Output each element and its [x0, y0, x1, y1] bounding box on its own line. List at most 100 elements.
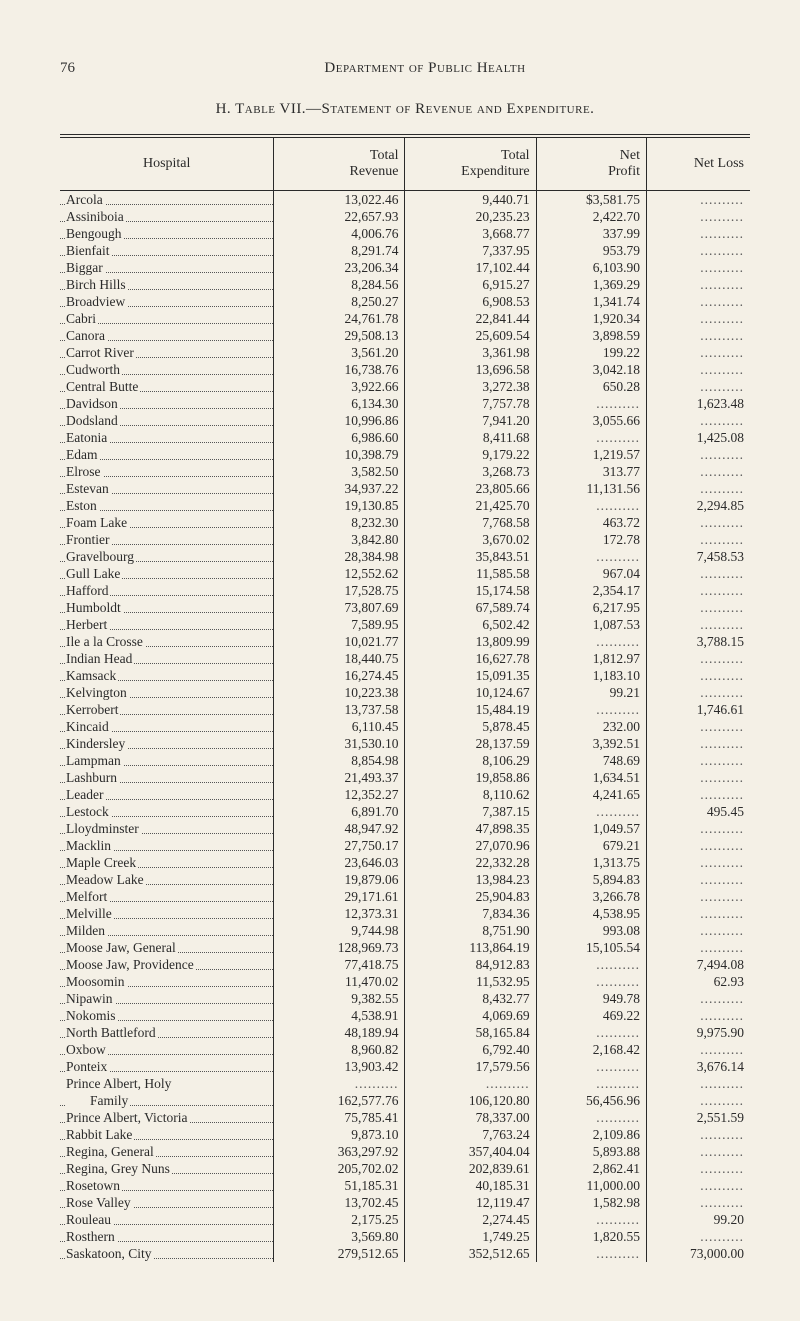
cell-expenditure: 27,070.96	[405, 837, 536, 854]
cell-profit: 4,538.95	[536, 905, 646, 922]
table-row: Kamsack16,274.4515,091.351,183.10.......…	[60, 667, 750, 684]
cell-hospital: Maple Creek	[60, 854, 274, 871]
cell-loss: 9,975.90	[646, 1024, 750, 1041]
cell-loss: ..........	[646, 990, 750, 1007]
table-row: Moose Jaw, Providence77,418.7584,912.83.…	[60, 956, 750, 973]
table-row: Lloydminster48,947.9247,898.351,049.57..…	[60, 820, 750, 837]
cell-expenditure: 67,589.74	[405, 599, 536, 616]
cell-hospital: Humboldt	[60, 599, 274, 616]
cell-expenditure: 9,440.71	[405, 191, 536, 209]
cell-profit: 6,217.95	[536, 599, 646, 616]
cell-expenditure: 357,404.04	[405, 1143, 536, 1160]
cell-hospital: Prince Albert, Victoria	[60, 1109, 274, 1126]
blank-dots: ..........	[700, 855, 744, 870]
cell-hospital: Birch Hills	[60, 276, 274, 293]
cell-loss: ..........	[646, 667, 750, 684]
hospital-label: Bengough	[66, 226, 124, 241]
cell-expenditure: 8,411.68	[405, 429, 536, 446]
cell-revenue: 3,561.20	[274, 344, 405, 361]
cell-loss: ..........	[646, 480, 750, 497]
table-row: Arcola13,022.469,440.71$3,581.75........…	[60, 191, 750, 209]
cell-expenditure: 47,898.35	[405, 820, 536, 837]
cell-loss: ..........	[646, 276, 750, 293]
blank-dots: ..........	[700, 651, 744, 666]
cell-revenue: 24,761.78	[274, 310, 405, 327]
cell-revenue: 3,582.50	[274, 463, 405, 480]
table-row: Rouleau2,175.252,274.45..........99.20	[60, 1211, 750, 1228]
cell-loss: ..........	[646, 191, 750, 209]
cell-profit: 949.78	[536, 990, 646, 1007]
hospital-label: Regina, Grey Nuns	[66, 1161, 172, 1176]
blank-dots: ..........	[700, 1144, 744, 1159]
cell-hospital: Meadow Lake	[60, 871, 274, 888]
cell-profit: 1,920.34	[536, 310, 646, 327]
cell-revenue: 17,528.75	[274, 582, 405, 599]
table-row: Bengough4,006.763,668.77337.99..........	[60, 225, 750, 242]
cell-hospital: Gravelbourg	[60, 548, 274, 565]
cell-profit: 1,369.29	[536, 276, 646, 293]
cell-expenditure: 8,751.90	[405, 922, 536, 939]
cell-loss: ..........	[646, 854, 750, 871]
blank-dots: ..........	[700, 736, 744, 751]
cell-profit: 5,893.88	[536, 1143, 646, 1160]
cell-expenditure: 10,124.67	[405, 684, 536, 701]
cell-hospital: Herbert	[60, 616, 274, 633]
cell-revenue: 13,903.42	[274, 1058, 405, 1075]
blank-dots: ..........	[596, 1212, 640, 1227]
cell-expenditure: 113,864.19	[405, 939, 536, 956]
cell-loss: ..........	[646, 684, 750, 701]
blank-dots: ..........	[700, 1229, 744, 1244]
cell-profit: 3,392.51	[536, 735, 646, 752]
cell-profit: 1,634.51	[536, 769, 646, 786]
hospital-label: Maple Creek	[66, 855, 138, 870]
cell-revenue: 8,854.98	[274, 752, 405, 769]
cell-hospital: Nokomis	[60, 1007, 274, 1024]
table-row: Melville12,373.317,834.364,538.95.......…	[60, 905, 750, 922]
hospital-label: Kelvington	[66, 685, 129, 700]
cell-revenue: 8,960.82	[274, 1041, 405, 1058]
table-row: Saskatoon, City279,512.65352,512.65.....…	[60, 1245, 750, 1262]
blank-dots: ..........	[596, 1246, 640, 1261]
cell-profit: ..........	[536, 548, 646, 565]
cell-hospital: Melville	[60, 905, 274, 922]
cell-hospital: Cabri	[60, 310, 274, 327]
table-row: Edam10,398.799,179.221,219.57..........	[60, 446, 750, 463]
cell-loss: ..........	[646, 599, 750, 616]
revenue-table-header-row: HospitalTotalRevenueTotalExpenditureNetP…	[60, 138, 750, 191]
blank-dots: ..........	[700, 600, 744, 615]
cell-hospital: Leader	[60, 786, 274, 803]
page-number: 76	[60, 60, 100, 77]
blank-dots: ..........	[700, 328, 744, 343]
table-row: Gull Lake12,552.6211,585.58967.04.......…	[60, 565, 750, 582]
cell-loss: 62.93	[646, 973, 750, 990]
blank-dots: ..........	[700, 311, 744, 326]
cell-loss: ..........	[646, 905, 750, 922]
cell-hospital: Kindersley	[60, 735, 274, 752]
table-row: Regina, General363,297.92357,404.045,893…	[60, 1143, 750, 1160]
blank-dots: ..........	[596, 974, 640, 989]
cell-expenditure: 22,332.28	[405, 854, 536, 871]
hospital-label: Ponteix	[66, 1059, 109, 1074]
cell-hospital: Moose Jaw, General	[60, 939, 274, 956]
cell-loss: ..........	[646, 1143, 750, 1160]
col-header-expenditure: TotalExpenditure	[405, 138, 536, 191]
blank-dots: ..........	[486, 1076, 530, 1091]
blank-dots: ..........	[700, 1093, 744, 1108]
cell-profit: 1,313.75	[536, 854, 646, 871]
hospital-label: North Battleford	[66, 1025, 158, 1040]
blank-dots: ..........	[700, 260, 744, 275]
cell-revenue: 19,879.06	[274, 871, 405, 888]
cell-profit: 3,055.66	[536, 412, 646, 429]
table-row: North Battleford48,189.9458,165.84......…	[60, 1024, 750, 1041]
cell-revenue: 21,493.37	[274, 769, 405, 786]
blank-dots: ..........	[700, 719, 744, 734]
cell-revenue: 11,470.02	[274, 973, 405, 990]
cell-profit: 469.22	[536, 1007, 646, 1024]
cell-profit: ..........	[536, 1245, 646, 1262]
col-header-hospital: Hospital	[60, 138, 274, 191]
hospital-label: Indian Head	[66, 651, 134, 666]
table-row: Humboldt73,807.6967,589.746,217.95......…	[60, 599, 750, 616]
blank-dots: ..........	[596, 1025, 640, 1040]
cell-profit: 56,456.96	[536, 1092, 646, 1109]
cell-profit: 650.28	[536, 378, 646, 395]
